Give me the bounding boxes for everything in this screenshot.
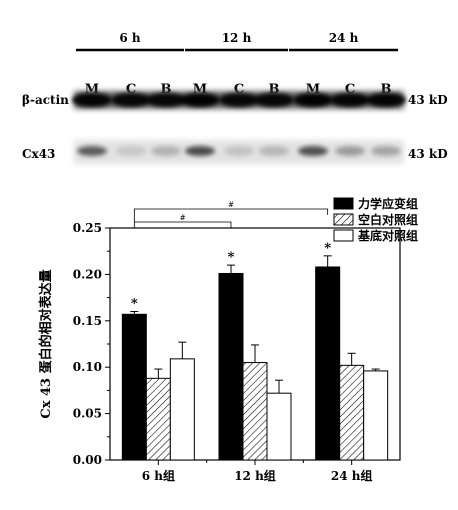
cx43-band — [77, 146, 107, 156]
cx43-band — [298, 146, 328, 156]
comparison-bracket — [133, 221, 232, 228]
legend-label: 基底对照组 — [357, 228, 418, 243]
cx43-band — [116, 146, 146, 156]
legend-label: 空白对照组 — [358, 212, 418, 227]
significance-star: * — [131, 297, 138, 312]
legend-label: 力学应变组 — [358, 196, 418, 211]
actin-band — [366, 93, 406, 107]
hash-mark: # — [228, 201, 234, 209]
lane-label: B — [161, 82, 172, 97]
actin-band — [254, 93, 294, 107]
y-tick-label: 0.00 — [73, 453, 102, 467]
lane-label: B — [381, 82, 392, 97]
legend-swatch — [333, 213, 354, 226]
lane-label: C — [234, 82, 244, 97]
y-tick-label: 0.20 — [73, 267, 102, 281]
cx43-band — [371, 146, 401, 156]
bar — [242, 362, 268, 461]
cx43-band — [185, 146, 215, 156]
blot-time-label: 6 h — [119, 31, 141, 45]
bar — [315, 266, 341, 461]
cx43-label: Cx43 — [22, 147, 55, 161]
bar — [145, 377, 171, 461]
actin-band — [146, 93, 186, 107]
blot-time-label: 12 h — [222, 31, 252, 45]
legend-swatch — [333, 197, 354, 210]
actin-band — [293, 93, 333, 107]
comparison-bracket — [133, 208, 329, 222]
lane-label: B — [269, 82, 280, 97]
bar — [363, 370, 389, 461]
cx43-band — [335, 146, 365, 156]
y-axis-label: Cx 43 蛋白的相对表达量 — [38, 269, 54, 418]
y-tick-label: 0.25 — [73, 221, 102, 235]
x-tick-label: 12 h组 — [234, 468, 276, 483]
blot-time-label: 24 h — [329, 31, 359, 45]
bar — [121, 313, 147, 461]
y-tick-label: 0.05 — [73, 407, 102, 421]
bar — [266, 392, 292, 461]
significance-star: * — [324, 241, 331, 256]
legend-swatch — [333, 229, 354, 242]
lane-label: C — [345, 82, 355, 97]
actin-kd-label: 43 kD — [408, 93, 448, 107]
cx43-band — [259, 146, 289, 156]
cx43-band — [151, 146, 181, 156]
bar — [218, 272, 244, 461]
actin-band — [72, 93, 112, 107]
actin-band — [219, 93, 259, 107]
cx43-band — [224, 146, 254, 156]
lane-label: C — [126, 82, 136, 97]
actin-band — [111, 93, 151, 107]
significance-star: * — [228, 250, 235, 265]
actin-label: β-actin — [22, 93, 69, 107]
x-tick-label: 24 h组 — [331, 468, 373, 483]
bar — [169, 358, 195, 461]
cx43-kd-label: 43 kD — [408, 147, 448, 161]
actin-band — [180, 93, 220, 107]
x-tick-label: 6 h组 — [142, 468, 175, 483]
bar-chart: 0.00 0.05 0.10 0.15 0.20 0.25 Cx 43 蛋白的相对表达量 6 … — [38, 196, 418, 483]
y-tick-label: 0.10 — [73, 360, 102, 374]
bar — [339, 364, 365, 461]
y-tick-label: 0.15 — [73, 314, 102, 328]
actin-band — [330, 93, 370, 107]
hash-mark: # — [180, 214, 186, 222]
